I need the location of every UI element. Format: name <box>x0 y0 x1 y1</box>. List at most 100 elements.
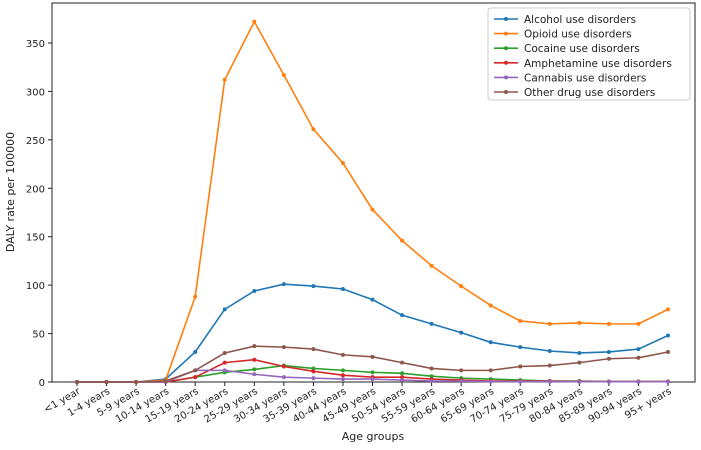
data-point <box>281 345 286 350</box>
data-point <box>429 321 434 326</box>
data-point <box>340 373 345 378</box>
data-point <box>281 375 286 380</box>
data-point <box>252 367 257 372</box>
data-point <box>281 72 286 77</box>
legend-marker <box>504 90 508 94</box>
data-point <box>518 379 523 384</box>
legend-label: Cannabis use disorders <box>524 72 646 84</box>
data-point <box>163 379 168 384</box>
data-point <box>222 368 227 373</box>
data-point <box>488 368 493 373</box>
legend <box>487 7 691 101</box>
data-point <box>193 294 198 299</box>
data-point <box>222 350 227 355</box>
data-point <box>252 372 257 377</box>
data-point <box>459 284 464 289</box>
data-point <box>340 287 345 292</box>
y-tick-label: 150 <box>26 233 45 244</box>
data-point <box>134 380 139 384</box>
data-point <box>370 370 375 375</box>
data-point <box>518 364 523 369</box>
data-point <box>636 347 641 352</box>
data-point <box>400 313 405 318</box>
data-point <box>340 377 345 382</box>
data-point <box>459 368 464 373</box>
data-point <box>488 303 493 308</box>
data-point <box>222 360 227 365</box>
data-point <box>577 320 582 325</box>
data-point <box>400 375 405 380</box>
data-point <box>577 379 582 384</box>
data-point <box>311 347 316 352</box>
legend-label: Alcohol use disorders <box>524 14 636 26</box>
data-point <box>666 307 670 312</box>
data-point <box>666 333 670 338</box>
data-point <box>311 284 316 289</box>
data-point <box>666 379 670 384</box>
data-point <box>340 161 345 166</box>
data-point <box>429 379 434 384</box>
y-tick-label: 350 <box>26 39 45 50</box>
data-point <box>252 19 257 24</box>
data-point <box>459 379 464 384</box>
data-point <box>429 374 434 379</box>
legend-label: Cocaine use disorders <box>524 43 640 55</box>
data-point <box>281 282 286 287</box>
data-point <box>547 321 552 326</box>
data-point <box>429 263 434 268</box>
data-point <box>222 307 227 312</box>
data-point <box>104 380 109 384</box>
data-point <box>488 379 493 384</box>
data-point <box>636 355 641 360</box>
data-point <box>518 318 523 323</box>
data-point <box>340 352 345 357</box>
legend-marker <box>504 17 508 21</box>
data-point <box>75 380 79 384</box>
data-point <box>311 369 316 374</box>
y-tick-label: 100 <box>26 281 45 292</box>
data-point <box>370 377 375 382</box>
data-point <box>340 368 345 373</box>
data-point <box>577 360 582 365</box>
data-point <box>547 379 552 384</box>
data-point <box>459 330 464 335</box>
data-point <box>222 77 227 82</box>
y-tick-label: 200 <box>26 184 45 195</box>
data-point <box>193 368 198 373</box>
data-point <box>488 340 493 345</box>
legend-label: Amphetamine use disorders <box>524 58 672 70</box>
data-point <box>606 349 611 354</box>
plot-frame <box>51 2 696 383</box>
data-point <box>311 366 316 371</box>
data-point <box>252 288 257 293</box>
data-point <box>547 363 552 368</box>
data-point <box>400 371 405 376</box>
y-tick-label: 50 <box>32 330 45 341</box>
data-point <box>193 349 198 354</box>
x-axis-label: Age groups <box>342 430 405 443</box>
data-point <box>311 127 316 132</box>
data-point <box>370 354 375 359</box>
data-point <box>429 366 434 371</box>
legend-marker <box>504 60 508 65</box>
data-point <box>606 379 611 384</box>
legend-label: Other drug use disorders <box>524 87 655 99</box>
legend-marker <box>504 46 508 51</box>
data-point <box>252 357 257 362</box>
data-point <box>636 321 641 326</box>
legend-marker <box>504 31 508 36</box>
data-point <box>400 378 405 383</box>
data-point <box>252 344 257 349</box>
legend-marker <box>504 75 508 80</box>
data-point <box>666 349 670 354</box>
data-point <box>606 321 611 326</box>
data-point <box>547 349 552 354</box>
data-point <box>636 379 641 384</box>
data-point <box>311 376 316 381</box>
data-point <box>400 238 405 243</box>
data-point <box>370 207 375 212</box>
data-point <box>518 345 523 350</box>
data-point <box>193 375 198 380</box>
y-tick-label: 300 <box>26 87 45 98</box>
